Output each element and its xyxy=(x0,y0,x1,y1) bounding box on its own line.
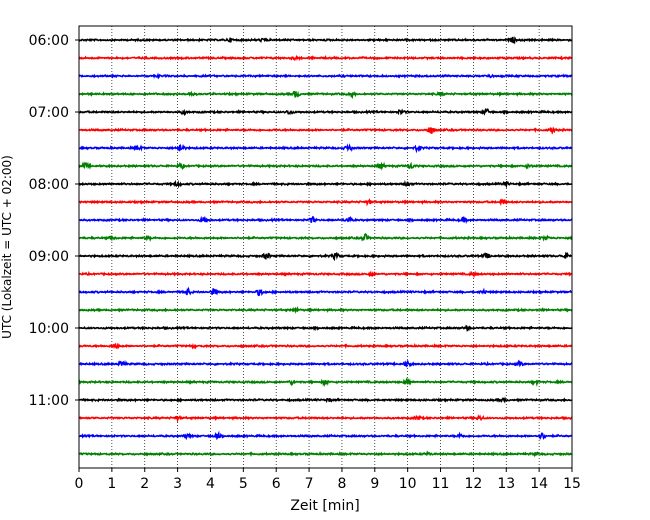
y-tick-label: 07:00 xyxy=(29,105,69,121)
y-tick-label: 11:00 xyxy=(29,393,69,409)
trace-1100 xyxy=(78,396,573,404)
trace-1045 xyxy=(78,377,573,388)
y-axis-label: UTC (Lokalzeit = UTC + 02:00) xyxy=(0,155,14,339)
x-axis-label: Zeit [min] xyxy=(290,498,359,514)
trace-0815 xyxy=(78,198,573,207)
trace-0900 xyxy=(78,251,573,262)
x-tick-label: 13 xyxy=(497,476,515,492)
y-tick-label: 08:00 xyxy=(29,177,69,193)
trace-0715 xyxy=(78,126,573,135)
y-tick-label: 09:00 xyxy=(29,249,69,265)
x-tick-label: 14 xyxy=(530,476,548,492)
seismic-traces xyxy=(78,36,573,458)
y-tick-label: 10:00 xyxy=(29,321,69,337)
trace-0745 xyxy=(78,161,573,171)
trace-0730 xyxy=(78,143,573,154)
trace-0645 xyxy=(78,90,573,100)
x-tick-label: 9 xyxy=(370,476,379,492)
vertical-grid-lines xyxy=(111,26,540,468)
trace-0615 xyxy=(78,54,573,62)
x-tick-label: 11 xyxy=(432,476,450,492)
x-tick-label: 3 xyxy=(173,476,182,492)
x-tick-label: 2 xyxy=(140,476,149,492)
trace-1000 xyxy=(78,324,573,332)
trace-0600 xyxy=(78,36,573,45)
x-tick-label: 1 xyxy=(107,476,116,492)
x-tick-label: 12 xyxy=(464,476,482,492)
trace-0700 xyxy=(78,107,573,117)
trace-1145 xyxy=(78,450,573,458)
x-tick-label: 4 xyxy=(206,476,215,492)
trace-0915 xyxy=(78,270,573,279)
x-tick-label: 6 xyxy=(272,476,281,492)
trace-0945 xyxy=(78,306,573,315)
trace-1115 xyxy=(78,414,573,423)
y-axis-ticks: 06:00 07:00 08:00 09:00 10:00 11:00 xyxy=(29,33,79,409)
x-tick-label: 8 xyxy=(337,476,346,492)
trace-0630 xyxy=(78,72,573,80)
trace-1030 xyxy=(78,359,573,368)
trace-1130 xyxy=(78,430,573,441)
y-tick-label: 06:00 xyxy=(29,33,69,49)
x-tick-label: 7 xyxy=(305,476,314,492)
plot-frame xyxy=(78,25,573,469)
x-tick-label: 10 xyxy=(399,476,417,492)
trace-0830 xyxy=(78,215,573,225)
x-tick-label: 5 xyxy=(239,476,248,492)
trace-1015 xyxy=(78,342,573,350)
trace-0845 xyxy=(78,233,573,243)
x-axis-ticks: 0 1 2 3 4 5 6 7 8 9 10 11 12 13 14 15 xyxy=(75,468,581,492)
x-tick-label: 15 xyxy=(563,476,581,492)
x-tick-label: 0 xyxy=(75,476,84,492)
trace-0930 xyxy=(78,286,573,297)
trace-0800 xyxy=(78,179,573,189)
